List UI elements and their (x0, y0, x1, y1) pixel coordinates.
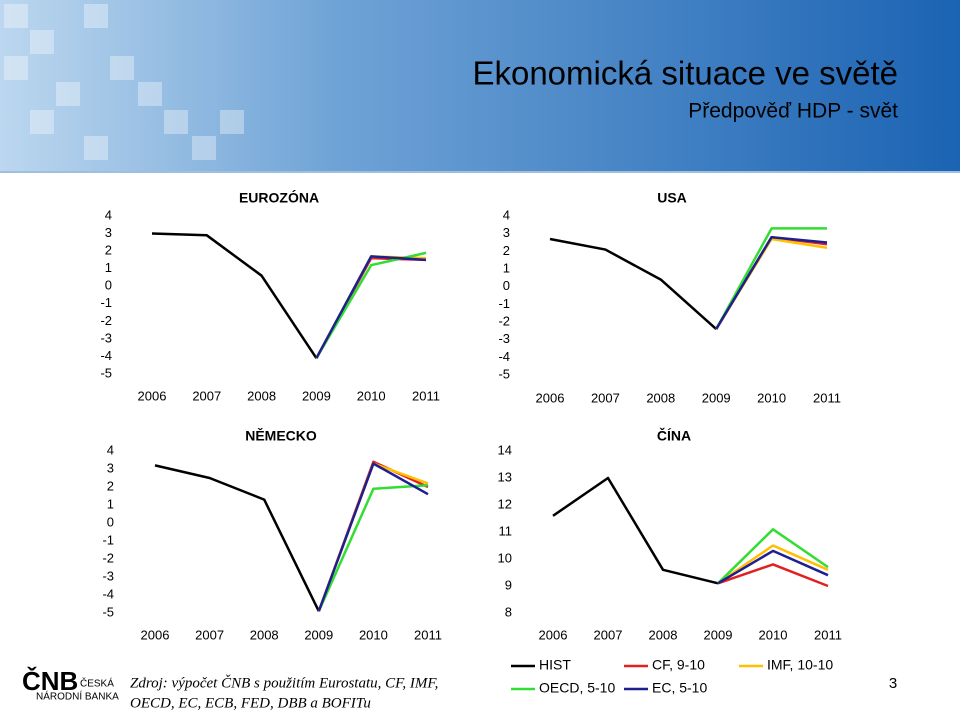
source: Zdroj: výpočet ČNB s použitím Eurostatu,… (130, 674, 438, 691)
x-tick-label: 2011 (813, 390, 841, 405)
legend-label: HIST (539, 657, 571, 673)
x-tick-label: 2006 (138, 388, 167, 403)
series-line (315, 251, 427, 359)
series-line (154, 464, 320, 612)
y-tick-label: -2 (498, 313, 510, 328)
y-tick-label: 0 (503, 278, 510, 293)
series-line (549, 237, 718, 330)
y-tick-label: 2 (107, 478, 114, 493)
y-tick-label: -5 (498, 366, 510, 381)
y-tick-label: -3 (100, 330, 112, 345)
series-line (717, 563, 829, 588)
y-tick-label: 9 (505, 577, 512, 592)
series-line (151, 232, 318, 359)
series-line (717, 544, 829, 585)
y-tick-label: -3 (102, 568, 114, 583)
series-line (717, 528, 829, 585)
x-tick-label: 2007 (591, 390, 620, 405)
slide-subtitle: Předpověď HDP - svět (688, 100, 898, 123)
header-mosaic (4, 4, 244, 160)
series-line (317, 483, 429, 612)
legend-label: CF, 9-10 (652, 657, 705, 673)
legend-label: EC, 5-10 (652, 680, 707, 696)
y-tick-label: -2 (100, 313, 112, 328)
chart-title: EUROZÓNA (239, 189, 319, 206)
legend-label: OECD, 5-10 (539, 680, 615, 696)
y-tick-label: 3 (105, 225, 112, 240)
series-line (317, 462, 429, 612)
source: OECD, EC, ECB, FED, DBB a BOFITu (130, 695, 371, 711)
x-tick-label: 2006 (539, 627, 568, 642)
y-tick-label: -4 (498, 349, 510, 364)
y-tick-label: 1 (503, 260, 510, 275)
series-line (315, 255, 427, 359)
x-tick-label: 2008 (649, 627, 678, 642)
y-tick-label: 10 (498, 550, 512, 565)
y-tick-label: 1 (107, 496, 114, 511)
x-tick-label: 2011 (814, 627, 842, 642)
y-tick-label: 3 (503, 225, 510, 240)
x-tick-label: 2010 (759, 627, 788, 642)
x-tick-label: 2009 (302, 388, 331, 403)
x-tick-label: 2009 (704, 627, 733, 642)
x-tick-label: 2008 (250, 627, 279, 642)
logo-text: ČESKÁ (80, 677, 114, 690)
x-tick-label: 2009 (304, 627, 333, 642)
x-tick-label: 2007 (195, 627, 224, 642)
y-tick-label: 2 (105, 243, 112, 258)
x-tick-label: 2010 (359, 627, 388, 642)
y-tick-label: -5 (100, 365, 112, 380)
x-tick-label: 2006 (536, 390, 565, 405)
chart-title: NĚMECKO (245, 427, 317, 444)
y-tick-label: 4 (107, 442, 114, 457)
y-tick-label: 2 (503, 243, 510, 258)
logo-mark: ČNB (22, 666, 78, 696)
header-band (0, 0, 960, 172)
y-tick-label: -1 (498, 296, 510, 311)
y-tick-label: 14 (498, 442, 512, 457)
logo-text: NÁRODNÍ BANKA (36, 690, 119, 703)
chart-title: USA (657, 190, 687, 206)
x-tick-label: 2010 (757, 390, 786, 405)
y-tick-label: -3 (498, 331, 510, 346)
y-tick-label: 12 (498, 496, 512, 511)
y-tick-label: -5 (102, 604, 114, 619)
y-tick-label: -1 (102, 532, 114, 547)
x-tick-label: 2008 (247, 388, 276, 403)
series-line (715, 235, 828, 330)
y-tick-label: -4 (100, 348, 112, 363)
x-tick-label: 2007 (192, 388, 221, 403)
y-tick-label: -4 (102, 586, 114, 601)
slide-title: Ekonomická situace ve světě (472, 55, 898, 92)
y-tick-label: 0 (107, 514, 114, 529)
chart-title: ČÍNA (657, 427, 691, 444)
y-tick-label: -2 (102, 550, 114, 565)
y-tick-label: 4 (105, 207, 112, 222)
x-tick-label: 2011 (412, 388, 440, 403)
x-tick-label: 2008 (646, 390, 675, 405)
y-tick-label: 3 (107, 460, 114, 475)
series-line (717, 549, 829, 585)
page-number: 3 (889, 675, 897, 692)
y-tick-label: 11 (499, 523, 513, 538)
x-tick-label: 2011 (414, 627, 442, 642)
legend: HIST CF, 9-10 IMF, 10-10 OECD, 5-10 EC, 5-10 (511, 657, 833, 696)
y-tick-label: 1 (105, 260, 112, 275)
legend-label: IMF, 10-10 (767, 657, 833, 673)
x-tick-label: 2010 (357, 388, 386, 403)
series-line (552, 476, 719, 585)
y-tick-label: 4 (503, 207, 510, 222)
series-line (715, 227, 827, 330)
x-tick-label: 2006 (141, 627, 170, 642)
y-tick-label: 0 (105, 278, 112, 293)
y-tick-label: 13 (498, 469, 512, 484)
y-tick-label: 8 (505, 604, 512, 619)
x-tick-label: 2009 (702, 390, 731, 405)
x-tick-label: 2007 (594, 627, 623, 642)
y-tick-label: -1 (100, 295, 112, 310)
